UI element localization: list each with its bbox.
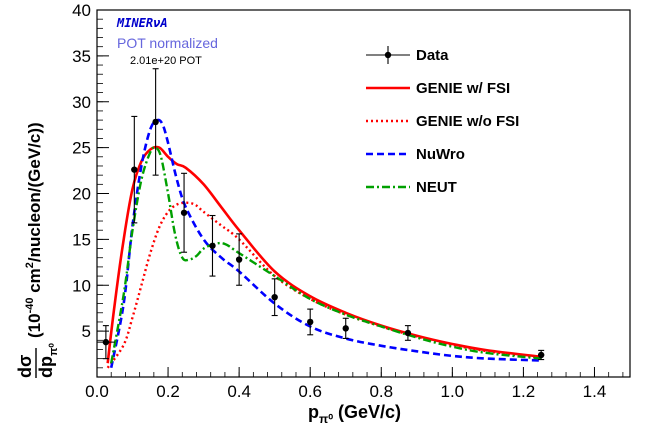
legend-label: Data [416, 47, 449, 64]
svg-text:dpπ⁰: dpπ⁰ [36, 343, 60, 378]
data-marker [342, 325, 349, 332]
data-marker [180, 209, 188, 216]
legend-label: GENIE w/ FSI [416, 80, 510, 97]
experiment-label: MINERνA [116, 16, 168, 30]
y-tick-label: 5 [82, 322, 91, 341]
data-point [307, 308, 314, 336]
y-axis-title: dσ dpπ⁰ (10-40 cm2/nucleon/(GeV/c)) [15, 122, 60, 378]
series-line-nuwro [109, 118, 542, 369]
data-point [131, 115, 138, 224]
data-marker [102, 338, 110, 346]
x-tick-label: 0.6 [298, 382, 322, 401]
legend-label: NuWro [416, 146, 465, 163]
pot-value-label: 2.01e+20 POT [130, 55, 202, 67]
y-tick-label: 40 [72, 1, 91, 20]
legend-label: GENIE w/o FSI [416, 113, 519, 130]
x-tick-label: 0.0 [85, 382, 109, 401]
data-point [180, 172, 188, 253]
y-tick-label: 20 [72, 185, 91, 204]
y-tick-label: 15 [72, 230, 91, 249]
pot-normalized-label: POT normalized [117, 35, 218, 51]
svg-text:(10-40 cm2/nucleon/(GeV/c)): (10-40 cm2/nucleon/(GeV/c)) [24, 122, 44, 338]
data-marker [307, 318, 314, 326]
x-axis-title: pπ⁰ (GeV/c) [308, 402, 401, 426]
legend: Data GENIE w/ FSI GENIE w/o FSI NuWro NEUT [366, 46, 519, 196]
x-tick-label: 1.4 [583, 382, 607, 401]
model-curves [106, 118, 542, 369]
x-tick-label: 0.8 [369, 382, 393, 401]
data-marker [209, 242, 216, 249]
y-tick-label: 10 [72, 276, 91, 295]
series-line-genie-w-fsi [106, 145, 542, 364]
data-marker [537, 351, 545, 359]
data-marker [235, 256, 243, 263]
legend-entry: Data [366, 46, 449, 64]
data-point [404, 325, 412, 341]
x-tick-label: 0.2 [156, 382, 180, 401]
axes: 0.0 0.2 0.4 0.6 0.8 1.0 1.2 1.4 5 10 15 20 25 30 35 40 [72, 1, 624, 401]
legend-entry: NuWro [366, 146, 465, 163]
series-line-neut [110, 146, 542, 364]
legend-entry: GENIE w/ FSI [366, 80, 510, 97]
data-marker [271, 293, 278, 301]
data-point [342, 317, 349, 340]
y-tick-label: 35 [72, 47, 91, 66]
data-point [271, 278, 278, 317]
legend-entry: GENIE w/o FSI [366, 113, 519, 130]
legend-label: NEUT [416, 179, 457, 196]
y-tick-label: 30 [72, 93, 91, 112]
data-marker [404, 329, 412, 337]
data-points [97, 68, 545, 361]
data-point [537, 349, 545, 361]
legend-entry: NEUT [366, 179, 457, 196]
y-tick-label: 25 [72, 139, 91, 158]
data-point [209, 214, 216, 277]
x-tick-label: 1.2 [512, 382, 536, 401]
x-tick-label: 1.0 [441, 382, 465, 401]
legend-marker [384, 51, 392, 59]
svg-text:dσ: dσ [15, 355, 35, 378]
data-point [235, 233, 243, 286]
x-tick-label: 0.4 [227, 382, 251, 401]
data-marker [131, 166, 138, 173]
data-marker [152, 118, 159, 126]
data-point [152, 68, 159, 176]
